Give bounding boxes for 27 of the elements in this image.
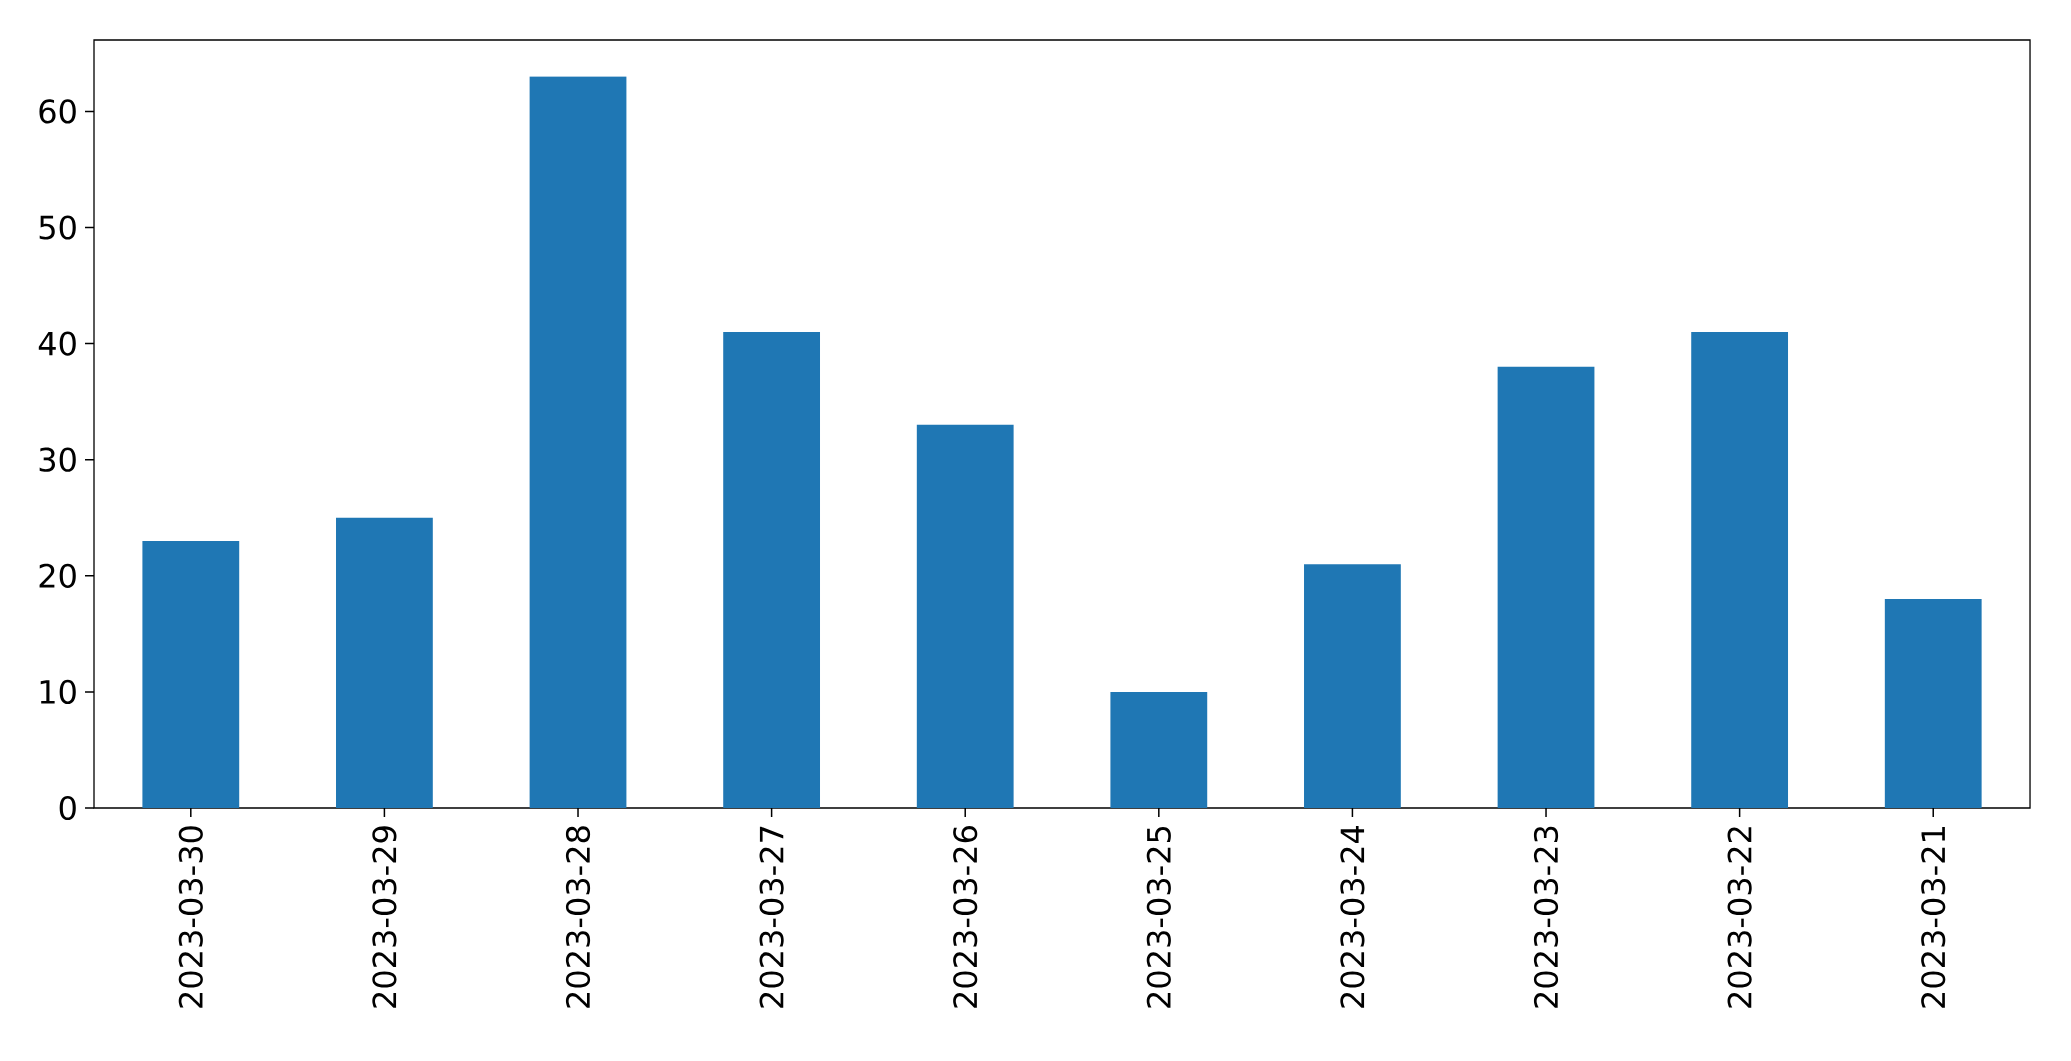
x-tick-label: 2023-03-23 [1533,826,1559,1008]
bar [142,540,240,808]
y-tick-label: 20 [39,563,76,588]
bar [1497,366,1595,808]
x-tick-label: 2023-03-22 [1727,827,1752,1008]
x-tick-label: 2023-03-30 [178,826,203,1008]
y-tick-label: 50 [39,215,76,240]
x-tick-label: 2023-03-27 [759,826,784,1008]
y-tick-label: 40 [38,331,76,356]
bar [916,424,1014,808]
bar [1304,564,1401,808]
x-tick-label: 2023-03-26 [953,826,978,1008]
x-tick-label: 2023-03-21 [1921,827,1946,1008]
x-tick-label: 2023-03-28 [565,826,591,1008]
y-tick-label: 0 [59,795,76,821]
bar [529,76,627,808]
bar [1110,691,1208,808]
x-tick-label: 2023-03-24 [1340,825,1365,1008]
x-tick-label: 2023-03-29 [372,826,397,1008]
y-tick-label: 60 [39,99,76,124]
bar [723,331,821,808]
y-tick-label: 10 [40,679,76,704]
bar [1691,331,1789,808]
y-tick-label: 30 [39,447,76,472]
bar [336,517,433,808]
bar [1884,599,1982,808]
x-tick-label: 2023-03-25 [1146,826,1171,1008]
